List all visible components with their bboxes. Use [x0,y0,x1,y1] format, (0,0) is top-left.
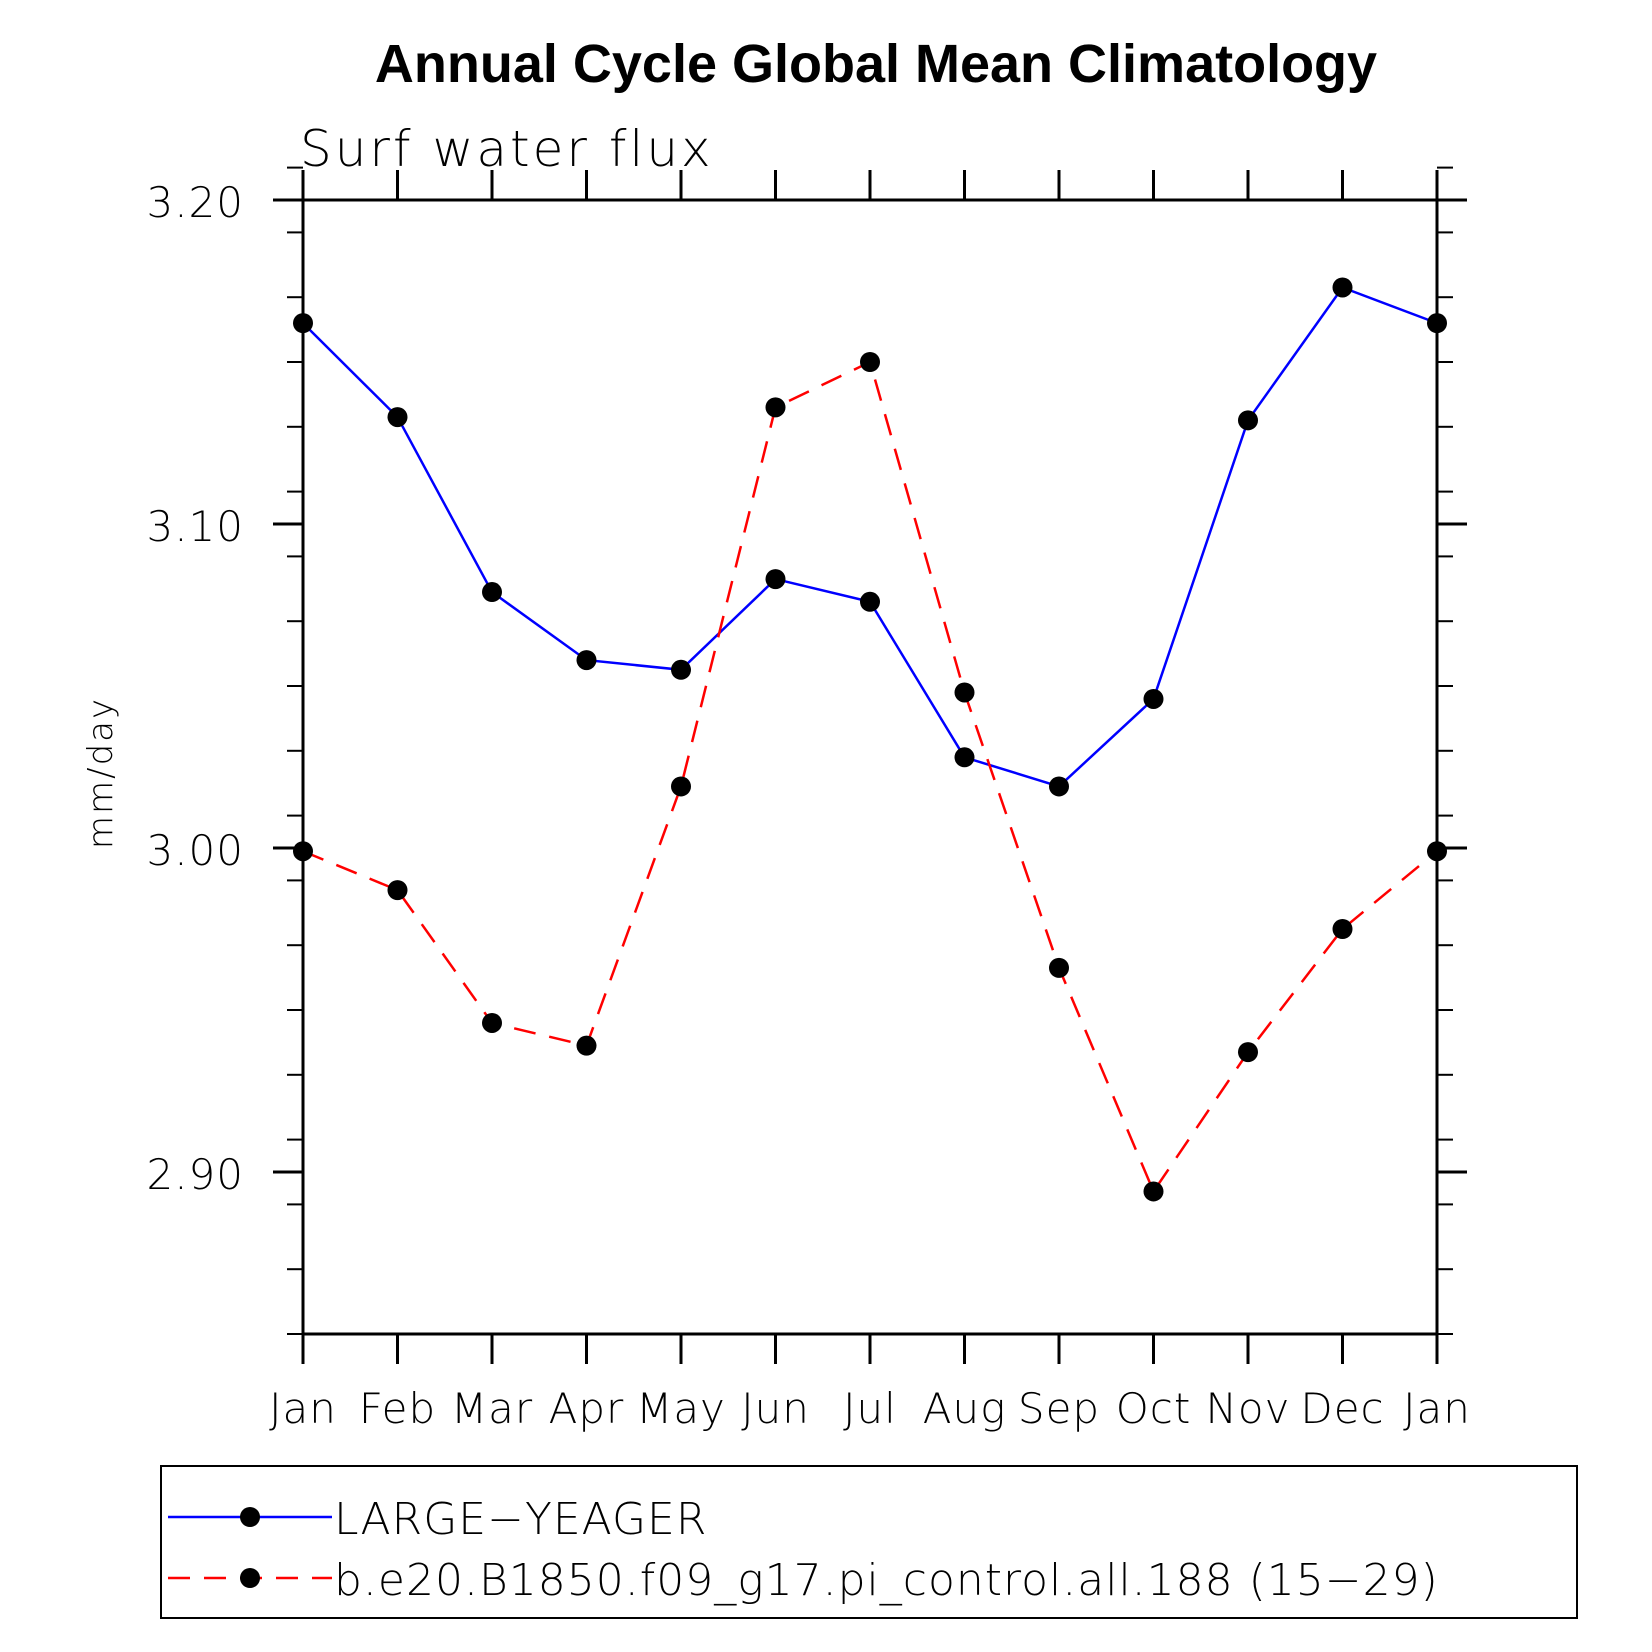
x-tick-label: Nov [1206,1384,1291,1433]
x-tick-label: Jun [741,1384,810,1433]
x-tick-label: Sep [1018,1384,1100,1433]
x-tick-label: Oct [1116,1384,1192,1433]
legend: LARGE−YEAGER b.e20.B1850.f09_g17.pi_contr… [168,1494,1439,1606]
series-2-point [954,682,975,703]
legend-box [160,1465,1578,1619]
series-2-point [482,1012,502,1033]
series-1-point [1238,410,1258,431]
series-1-point [765,569,786,590]
x-tick-label: May [636,1384,726,1433]
data-series [293,277,1447,1202]
series-2-point [576,1035,597,1056]
series-2-point [293,841,313,862]
series-1-point [482,582,502,603]
series-1-point [576,650,597,671]
legend-label-2: b.e20.B1850.f09_g17.pi_control.all.188 (… [334,1555,1439,1606]
chart-subtitle: Surf water flux [300,120,714,178]
series-2-point [1238,1042,1258,1063]
x-tick-label: Jan [1403,1384,1471,1433]
x-tick-label: Mar [451,1384,533,1433]
series-line-2 [302,360,1438,1195]
y-tick-label: 2.90 [146,1150,244,1199]
series-1-point [1049,776,1069,797]
series-1-point [387,407,408,428]
y-tick-label: 3.20 [146,178,244,227]
series-2-point [1427,841,1447,862]
series-1-point [860,591,880,612]
legend-marker-1 [240,1507,260,1527]
series-1-point [954,747,975,768]
x-tick-label: Jul [843,1384,897,1433]
x-tick-label: Aug [923,1384,1007,1433]
x-tick-label: Dec [1300,1384,1384,1433]
y-tick-label: 3.00 [146,826,244,875]
x-tick-label: Jan [269,1384,337,1433]
series-1-point [293,313,313,334]
series-2-point [671,776,691,797]
x-tick-label: Apr [549,1384,625,1433]
series-1-point [1427,313,1447,334]
series-2-point [860,352,880,372]
legend-label-1: LARGE−YEAGER [334,1494,707,1545]
series-2-point [1143,1181,1164,1202]
y-tick-label: 3.10 [146,502,244,551]
axes: Jan Feb Mar Apr May Jun Jul Aug Sep Oct Nov Dec Jan 2… [146,166,1471,1433]
x-tick-label: Feb [359,1384,436,1433]
series-2-point [765,397,786,418]
series-2-point [1332,919,1353,939]
chart-title: Annual Cycle Global Mean Climatology [375,34,1377,94]
series-2-point [387,880,408,901]
series-1-point [1332,277,1353,298]
series-1-point [1143,688,1164,709]
series-1-point [671,659,691,680]
y-axis-label: mm/day [81,697,121,849]
series-2-point [1049,957,1069,978]
legend-marker-2 [240,1568,260,1588]
